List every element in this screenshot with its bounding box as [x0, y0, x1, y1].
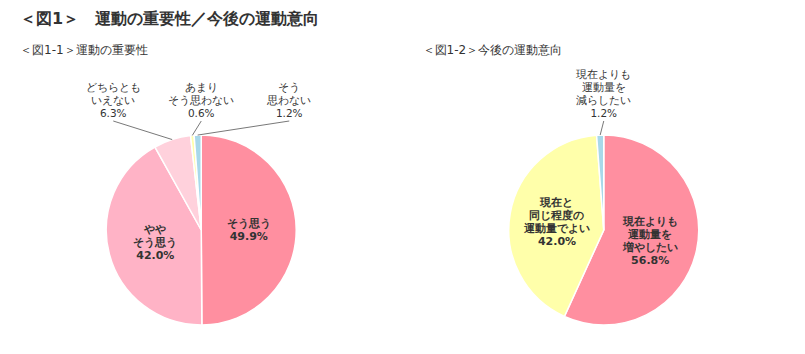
- pie: [106, 135, 296, 325]
- text-line: そう思わない: [168, 94, 234, 107]
- text-line: どちらとも: [86, 81, 141, 93]
- slice-label: そう思わない: [266, 81, 311, 106]
- leader-line: [600, 121, 604, 135]
- text-line: 現在よりも: [622, 215, 678, 228]
- text-line: 思わない: [266, 94, 311, 106]
- slice-label: 現在よりも運動量を減らしたい: [576, 68, 631, 106]
- data-label: 42.0%: [538, 235, 576, 248]
- pie: [509, 135, 699, 325]
- chart-subtitle: ＜図1-2＞今後の運動意向: [423, 43, 563, 57]
- slice-label: そう思う: [227, 217, 271, 230]
- text-line: 運動量でよい: [523, 222, 590, 235]
- text-line: 運動量を: [627, 228, 672, 241]
- slice-label: あまりそう思わない: [168, 81, 234, 107]
- text-line: 現在よりも: [576, 68, 631, 80]
- pie-slice: [155, 136, 201, 230]
- text-line: そう: [278, 81, 300, 94]
- chart-subtitle: ＜図1-1＞運動の重要性: [20, 43, 148, 57]
- pie-slice: [201, 135, 296, 325]
- leader-line: [192, 121, 201, 135]
- pie-panel: ＜図1-1＞運動の重要性そう思う49.9%ややそう思う42.0%どちらともいえな…: [20, 43, 311, 325]
- pie-slice: [597, 135, 604, 230]
- leader-line: [198, 121, 290, 135]
- data-label: 0.6%: [188, 107, 215, 119]
- text-line: 現在と: [539, 196, 573, 209]
- pie-labels: そう思う49.9%ややそう思う42.0%どちらともいえない6.3%あまりそう思わ…: [86, 81, 312, 262]
- text-line: そう思う: [133, 236, 177, 249]
- data-label: 6.3%: [100, 107, 127, 119]
- slice-label: 現在よりも運動量を増やしたい: [622, 215, 678, 254]
- text-line: 同じ程度の: [529, 209, 584, 222]
- text-line: 運動量を: [582, 81, 626, 93]
- text-line: やや: [143, 223, 166, 236]
- text-line: 増やしたい: [622, 241, 678, 254]
- pie-slice: [191, 135, 202, 230]
- data-label: 56.8%: [631, 254, 669, 267]
- chart-root: ＜図1＞ 運動の重要性／今後の運動意向＜図1-1＞運動の重要性そう思う49.9%…: [0, 0, 805, 354]
- data-label: 1.2%: [276, 107, 303, 119]
- text-line: そう思う: [227, 217, 271, 230]
- pie-labels: 現在よりも運動量を増やしたい56.8%現在と同じ程度の運動量でよい42.0%現在…: [523, 68, 678, 267]
- data-label: 49.9%: [230, 230, 268, 243]
- slice-label: ややそう思う: [133, 223, 177, 249]
- text-line: あまり: [185, 81, 218, 93]
- slice-label: 現在と同じ程度の運動量でよい: [523, 196, 590, 235]
- leader-line: [113, 121, 172, 140]
- pie-slice: [194, 135, 201, 230]
- data-label: 42.0%: [136, 249, 174, 262]
- text-line: いえない: [91, 94, 135, 106]
- text-line: 減らしたい: [576, 94, 631, 106]
- slice-label: どちらともいえない: [86, 81, 141, 106]
- main-title: ＜図1＞ 運動の重要性／今後の運動意向: [20, 9, 319, 28]
- data-label: 1.2%: [590, 107, 617, 119]
- pie-slice: [509, 135, 604, 316]
- pie-panel: ＜図1-2＞今後の運動意向現在よりも運動量を増やしたい56.8%現在と同じ程度の…: [423, 43, 699, 325]
